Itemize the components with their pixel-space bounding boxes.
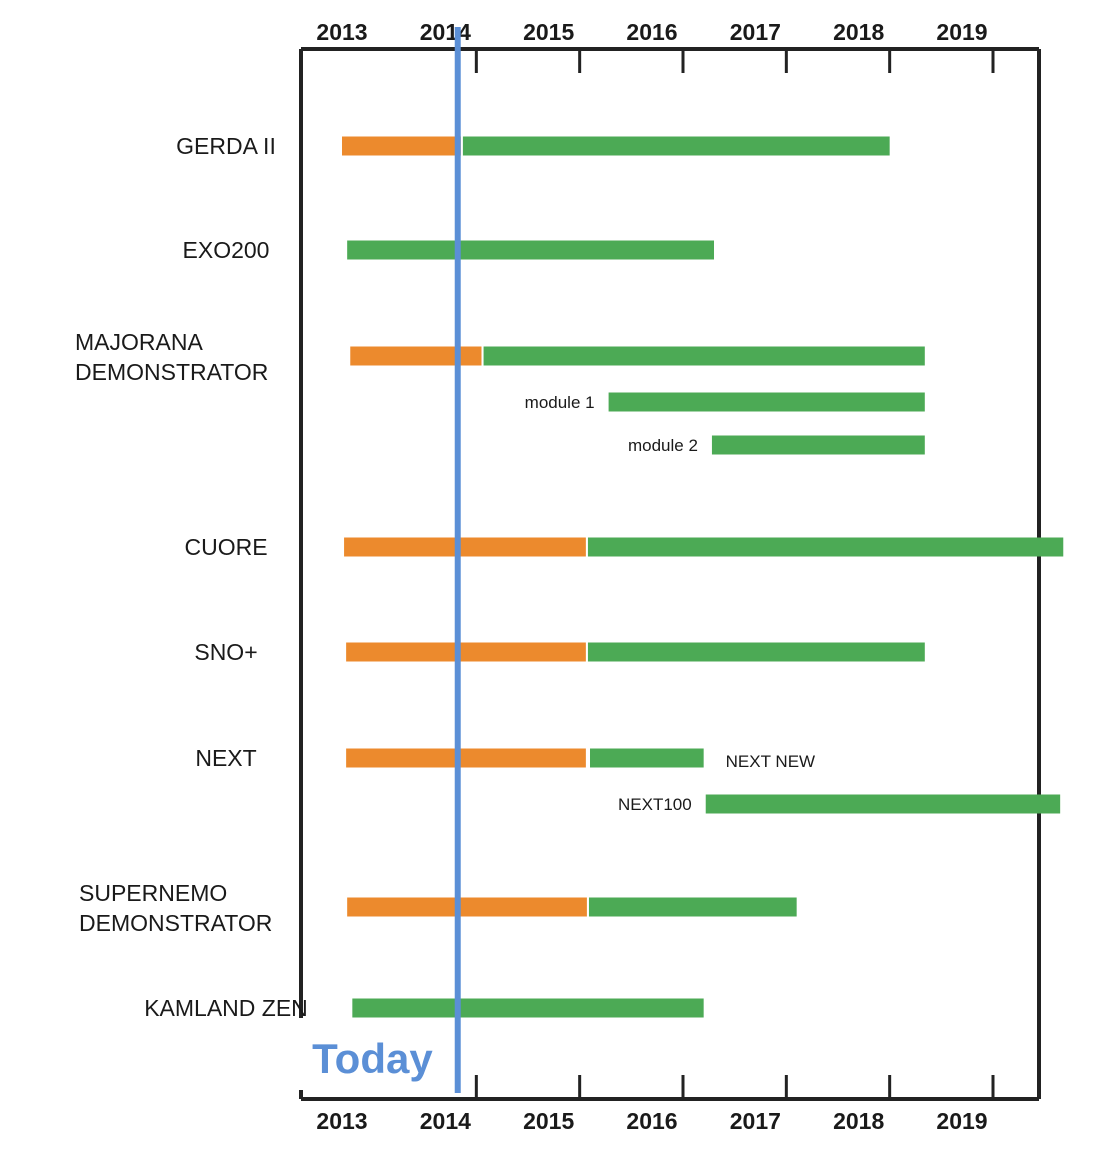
top-tick-label: 2017 [730, 19, 781, 45]
bottom-tick-label: 2016 [626, 1108, 677, 1134]
top-tick-label: 2018 [833, 19, 884, 45]
top-tick-label: 2013 [316, 19, 367, 45]
timeline-bar [342, 136, 461, 156]
bottom-tick-label: 2015 [523, 1108, 574, 1134]
experiment-label: EXO200 [183, 237, 270, 263]
timeline-bar [347, 240, 714, 260]
experiment-label: DEMONSTRATOR [79, 910, 272, 936]
timeline-bar [347, 897, 587, 917]
experiment-label: SNO+ [194, 639, 257, 665]
experiment-label: GERDA II [176, 133, 276, 159]
top-tick-label: 2014 [420, 19, 471, 45]
timeline-bar [587, 642, 925, 662]
sub-row-label: module 1 [525, 393, 595, 412]
top-tick-label: 2019 [936, 19, 987, 45]
sub-timeline-bar [705, 794, 1061, 814]
today-line [454, 27, 461, 1093]
timeline-bar [346, 642, 586, 662]
experiment-label: CUORE [184, 534, 267, 560]
timeline-bar [346, 748, 586, 768]
experiment-label: DEMONSTRATOR [75, 359, 268, 385]
bottom-tick-label: 2018 [833, 1108, 884, 1134]
timeline-bar [352, 998, 704, 1018]
sub-row-label: module 2 [628, 436, 698, 455]
timeline-bar [590, 748, 704, 768]
timeline-bar [588, 897, 797, 917]
sub-timeline-bar [711, 435, 925, 455]
bottom-tick-label: 2013 [316, 1108, 367, 1134]
experiment-label: NEXT [195, 745, 256, 771]
bottom-tick-label: 2019 [936, 1108, 987, 1134]
bottom-tick-label: 2017 [730, 1108, 781, 1134]
timeline-bar [462, 136, 890, 156]
bottom-tick-label: 2014 [420, 1108, 471, 1134]
experiment-label: KAMLAND ZEN [144, 995, 308, 1021]
experiment-label: SUPERNEMO [79, 880, 227, 906]
sub-row-label: NEXT100 [618, 795, 692, 814]
top-tick-label: 2015 [523, 19, 574, 45]
sub-timeline-bar [608, 392, 925, 412]
timeline-bar [350, 346, 482, 366]
timeline-bar [344, 537, 586, 557]
timeline-bar [483, 346, 925, 366]
today-label: Today [312, 1035, 433, 1082]
experiment-label: MAJORANA [75, 329, 203, 355]
timeline-bar [587, 537, 1064, 557]
bar-note-label: NEXT NEW [726, 752, 815, 771]
top-tick-label: 2016 [626, 19, 677, 45]
